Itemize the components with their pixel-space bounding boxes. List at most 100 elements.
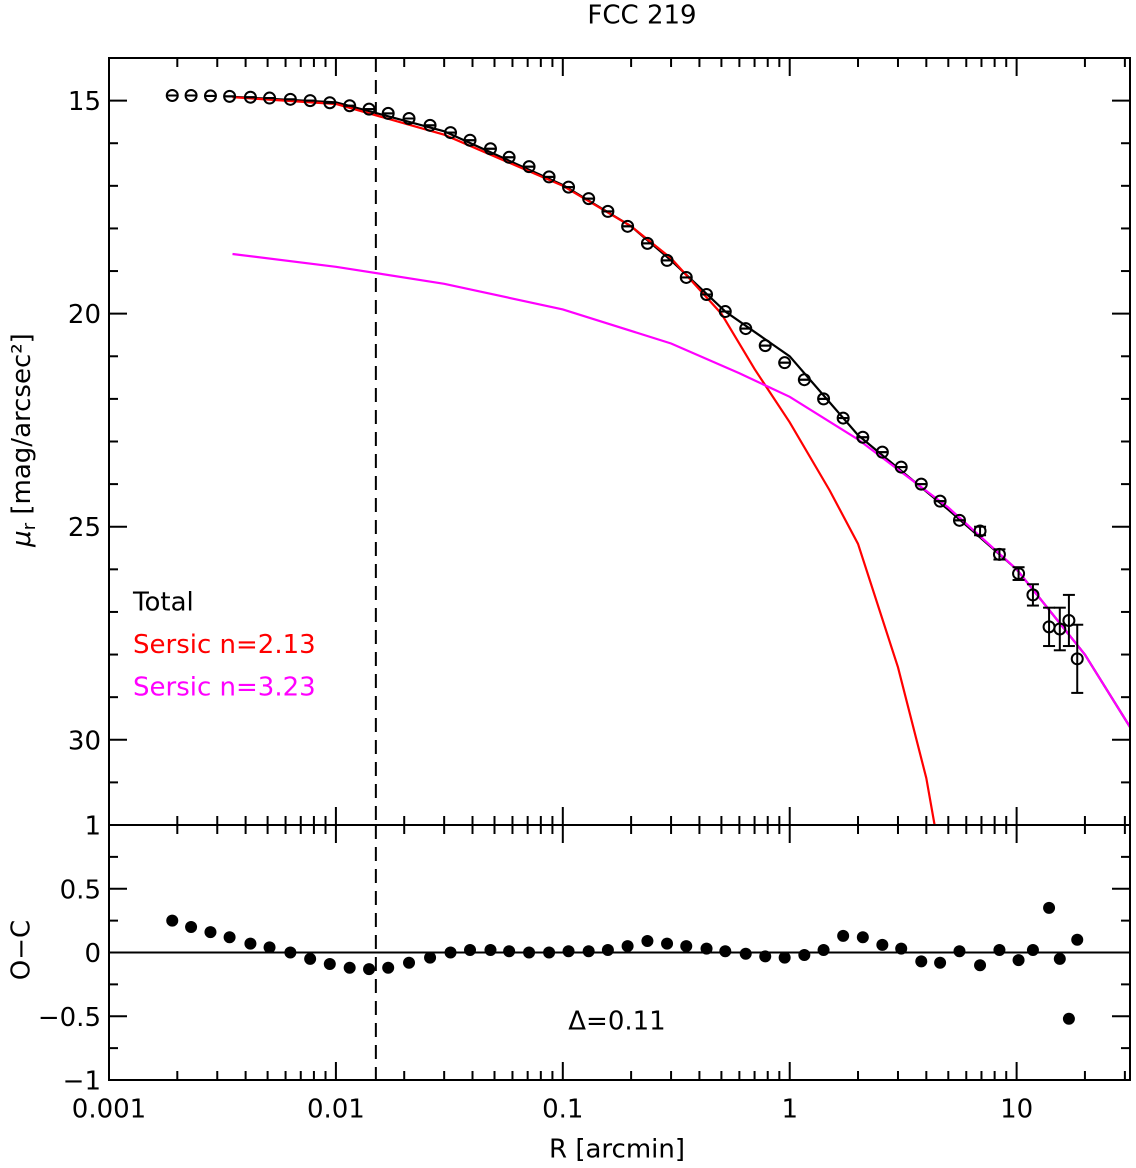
data-point [1062, 613, 1076, 627]
data-point [263, 91, 277, 105]
residual-point [582, 945, 595, 958]
x-tick-label: 1 [781, 1095, 798, 1125]
chart-title: FCC 219 [587, 1, 696, 31]
residual-point [1012, 954, 1025, 967]
data-point [362, 102, 376, 116]
data-point [797, 373, 811, 387]
legend-entry: Sersic n=3.23 [133, 673, 316, 703]
y-tick-label: 30 [68, 726, 101, 756]
data-point [758, 339, 772, 353]
residual-point [244, 937, 257, 950]
data-point [914, 477, 928, 491]
legend-entry: Sersic n=2.13 [133, 630, 316, 660]
data-point [778, 356, 792, 370]
residual-point [363, 963, 376, 976]
panel: 0.001 0.01 0.1 1 10 −1 −0.5 0 0.5 1 [38, 812, 1131, 1125]
residual-point [700, 942, 713, 955]
y-axis-label: μr [mag/arcsec²] [7, 333, 41, 548]
x-tick-label: 0.01 [307, 1095, 365, 1125]
y-tick-label: 0.5 [60, 875, 101, 905]
y-label-symbol: μ [7, 530, 37, 548]
error-bar [1043, 606, 1056, 648]
residual-point [343, 961, 356, 974]
data-point [1053, 622, 1067, 636]
data-point [165, 88, 179, 102]
data-point [323, 96, 337, 110]
data-point [542, 170, 556, 184]
data-point [184, 88, 198, 102]
data-point [1070, 652, 1084, 666]
y-tick-label: −1 [63, 1067, 101, 1097]
residual-point [223, 931, 236, 944]
error-bar [1062, 593, 1075, 648]
residual-point [263, 941, 276, 954]
data-point [562, 180, 576, 194]
residual-point [876, 938, 889, 951]
data-point [718, 305, 732, 319]
data-point [243, 90, 257, 104]
residual-point [856, 931, 869, 944]
y-tick-label: 25 [68, 513, 101, 543]
data-point [343, 99, 357, 113]
data-point [894, 460, 908, 474]
residual-point [185, 921, 198, 933]
error-bar [1026, 583, 1039, 607]
data-point [875, 445, 889, 459]
residual-point [621, 940, 634, 953]
data-point [283, 92, 297, 106]
annotation: Δ=0.11 [568, 1007, 665, 1037]
frame [108, 57, 1131, 826]
data-point [679, 270, 693, 284]
residual-point [304, 952, 317, 965]
residual-point [204, 926, 217, 939]
data-point [402, 112, 416, 126]
residual-point [934, 956, 947, 969]
residual-point [680, 940, 693, 953]
residual-point [837, 929, 850, 942]
residual-point [523, 946, 536, 959]
residual-point [424, 951, 437, 964]
residual-point [284, 946, 297, 959]
residual-point [166, 914, 179, 927]
residual-point [1053, 952, 1066, 965]
x-tick-label: 0.001 [72, 1095, 146, 1125]
data-point [444, 126, 458, 140]
legend-entry: Total [132, 588, 194, 618]
data-point [739, 322, 753, 336]
residual-point [974, 959, 987, 972]
data-point [836, 411, 850, 425]
data-point [992, 547, 1006, 561]
data-point [1012, 567, 1026, 581]
data-point [463, 133, 477, 147]
plot-area [165, 58, 1130, 825]
error-bar [1053, 606, 1066, 652]
data-point [856, 430, 870, 444]
y-label-text: [mag/arcsec²] [7, 333, 37, 523]
data-point [640, 236, 654, 250]
residual-point [1043, 901, 1056, 914]
residual-point [1062, 1012, 1075, 1025]
data-point [223, 89, 237, 103]
model-curve [232, 96, 936, 825]
residual-point [798, 949, 811, 962]
data-point [582, 192, 596, 206]
data-point [483, 142, 497, 156]
residual-point [915, 955, 928, 968]
residual-point [993, 943, 1006, 956]
y-tick-label: 0 [84, 939, 101, 969]
residual-point [464, 943, 477, 956]
residual-point [382, 961, 395, 974]
x-axis-label: R [arcmin] [549, 1135, 685, 1165]
residual-point [444, 946, 457, 959]
residual-point [503, 945, 516, 958]
residual-point [323, 957, 336, 970]
residual-point [719, 945, 732, 958]
y-tick-label: 1 [84, 812, 101, 842]
data-point [933, 494, 947, 508]
data-point [660, 253, 674, 267]
residual-point [953, 945, 966, 958]
residual-point [562, 945, 575, 958]
data-point [601, 204, 615, 218]
residual-point [817, 943, 830, 956]
